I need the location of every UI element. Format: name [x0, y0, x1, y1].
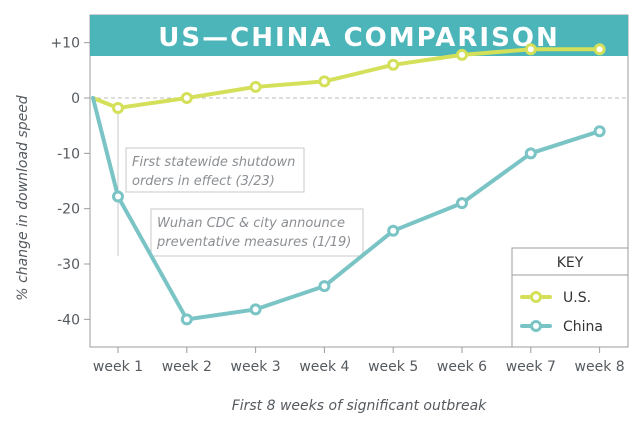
annotation-2: Wuhan CDC & city announce preventative me…	[117, 196, 364, 257]
series-china	[91, 96, 606, 326]
annotation-text: preventative measures (1/19)	[156, 235, 351, 250]
data-point-us	[318, 75, 331, 88]
annotation-text: First statewide shutdown	[132, 155, 295, 170]
x-axis-ticks: week 1 week 2 week 3 week 4 week 5 week 6 week…	[93, 347, 625, 375]
legend-item-china: China	[520, 319, 603, 335]
data-point-china	[112, 190, 124, 203]
y-tick-label: -30	[57, 257, 80, 273]
data-point-us	[593, 43, 606, 56]
legend-marker	[530, 320, 542, 332]
x-tick-label: week 5	[368, 359, 418, 375]
data-point-china	[249, 303, 262, 316]
x-axis-title: First 8 weeks of significant outbreak	[232, 398, 487, 414]
chart-title: US—CHINA COMPARISON	[158, 23, 559, 53]
annotations: First statewide shutdown orders in effect…	[117, 107, 364, 257]
legend-items: U.S. China	[520, 290, 603, 335]
y-axis-title: % change in download speed	[15, 95, 31, 300]
x-tick-label: week 1	[93, 359, 143, 375]
data-point-us	[456, 48, 468, 61]
x-tick-label: week 4	[299, 359, 349, 375]
series-layer	[91, 43, 606, 326]
annotation-text: orders in effect (3/23)	[132, 174, 275, 189]
series-us	[91, 43, 606, 114]
annotation-text: Wuhan CDC & city announce	[157, 216, 345, 231]
data-point-us	[387, 58, 400, 71]
x-tick-label: week 7	[506, 359, 556, 375]
legend-label: China	[563, 319, 603, 335]
data-point-us	[249, 80, 262, 93]
annotation-1: First statewide shutdown orders in effect…	[117, 107, 305, 193]
data-point-china	[318, 280, 331, 293]
y-tick-label: +10	[50, 36, 80, 52]
y-axis-ticks: +10 0 -10 -20 -30 -40	[50, 36, 90, 328]
data-point-us	[180, 92, 193, 104]
data-point-china	[593, 125, 606, 138]
y-tick-label: -10	[57, 146, 80, 162]
legend-item-us: U.S.	[520, 290, 591, 306]
legend-marker	[530, 291, 542, 303]
annotation-box	[125, 147, 305, 193]
data-point-china	[387, 224, 400, 237]
data-point-china	[456, 197, 468, 210]
x-tick-label: week 6	[437, 359, 487, 375]
x-tick-label: week 8	[575, 359, 625, 375]
legend-title: KEY	[557, 255, 584, 271]
annotation-box	[150, 208, 364, 257]
y-tick-label: -20	[57, 202, 80, 218]
data-point-china	[180, 313, 193, 326]
data-point-us	[112, 101, 124, 114]
data-point-us	[524, 43, 537, 56]
legend-label: U.S.	[563, 290, 591, 306]
x-tick-label: week 3	[231, 359, 281, 375]
data-point-china	[524, 147, 537, 160]
legend: KEY U.S. China	[511, 247, 629, 348]
y-tick-label: -40	[57, 312, 80, 328]
x-tick-label: week 2	[162, 359, 212, 375]
y-tick-label: 0	[71, 91, 80, 107]
